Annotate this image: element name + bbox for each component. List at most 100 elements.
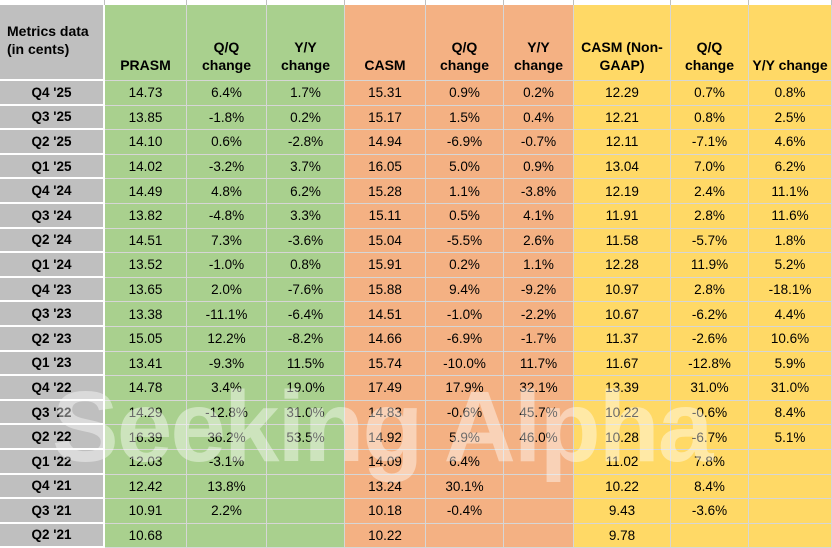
data-cell: 10.67 <box>574 302 671 327</box>
data-cell <box>749 523 832 548</box>
data-cell: 11.37 <box>574 326 671 352</box>
data-cell: 15.04 <box>345 228 426 254</box>
row-label: Q3 '22 <box>0 400 105 426</box>
data-cell <box>504 474 574 500</box>
data-cell: -3.1% <box>187 449 267 475</box>
data-cell: 1.8% <box>749 228 832 254</box>
table-row: Q1 '23 13.41 -9.3% 11.5% 15.74 -10.0% 11.7% 11.… <box>0 351 832 377</box>
data-cell: 11.7% <box>504 351 574 377</box>
table-row: Q4 '23 13.65 2.0% -7.6% 15.88 9.4% -9.2% 10.97 2… <box>0 277 832 303</box>
data-cell: 14.51 <box>105 228 187 254</box>
grid-column-edge <box>267 0 345 5</box>
row-label: Q1 '24 <box>0 253 105 278</box>
data-cell: 14.66 <box>345 326 426 352</box>
data-cell: 6.2% <box>267 179 345 204</box>
table-row: Q1 '24 13.52 -1.0% 0.8% 15.91 0.2% 1.1% 12.28 11… <box>0 253 832 278</box>
data-cell: 10.28 <box>574 425 671 450</box>
data-cell: 10.22 <box>574 474 671 500</box>
data-cell: 5.0% <box>426 154 504 180</box>
data-cell: 5.9% <box>749 351 832 377</box>
data-cell: 12.11 <box>574 130 671 155</box>
data-cell: -5.5% <box>426 228 504 254</box>
data-cell: 11.5% <box>267 351 345 377</box>
data-cell: 31.0% <box>749 376 832 401</box>
table-row: Q3 '25 13.85 -1.8% 0.2% 15.17 1.5% 0.4% 12.21 0.… <box>0 105 832 131</box>
table-row: Q4 '25 14.73 6.4% 1.7% 15.31 0.9% 0.2% 12.29 0.7… <box>0 81 832 106</box>
data-cell <box>267 523 345 548</box>
table-row: Q2 '22 16.39 36.2% 53.5% 14.92 5.9% 46.0% 10.28… <box>0 425 832 450</box>
data-cell <box>267 474 345 500</box>
data-cell: 45.7% <box>504 400 574 426</box>
row-label: Q2 '24 <box>0 228 105 254</box>
data-cell: 14.78 <box>105 376 187 401</box>
row-label: Q4 '24 <box>0 179 105 204</box>
data-cell: 15.11 <box>345 203 426 229</box>
data-cell: 31.0% <box>671 376 749 401</box>
data-cell: 0.2% <box>267 105 345 131</box>
data-cell: 13.8% <box>187 474 267 500</box>
data-cell: 12.03 <box>105 449 187 475</box>
table-corner-header: Metrics data (in cents) <box>0 5 105 81</box>
table-row: Q2 '23 15.05 12.2% -8.2% 14.66 -6.9% -1.7% 11.3… <box>0 326 832 352</box>
row-label: Q4 '21 <box>0 474 105 500</box>
row-label: Q4 '25 <box>0 81 105 106</box>
data-cell: 11.1% <box>749 179 832 204</box>
data-cell <box>504 523 574 548</box>
data-cell: 14.73 <box>105 81 187 106</box>
data-cell: 2.2% <box>187 499 267 524</box>
data-cell: 13.38 <box>105 302 187 327</box>
data-cell: 11.02 <box>574 449 671 475</box>
data-cell: 14.09 <box>345 449 426 475</box>
data-cell: -3.6% <box>267 228 345 254</box>
data-cell <box>749 474 832 500</box>
data-cell <box>749 499 832 524</box>
data-cell: 13.85 <box>105 105 187 131</box>
data-cell: 46.0% <box>504 425 574 450</box>
spreadsheet-top-grid-edge <box>0 0 832 5</box>
data-cell: -10.0% <box>426 351 504 377</box>
data-cell <box>426 523 504 548</box>
data-cell: 13.65 <box>105 277 187 303</box>
data-cell: -4.8% <box>187 203 267 229</box>
data-cell: 16.39 <box>105 425 187 450</box>
data-cell: 0.9% <box>426 81 504 106</box>
data-cell: 9.78 <box>574 523 671 548</box>
data-cell: 0.4% <box>504 105 574 131</box>
row-label: Q4 '22 <box>0 376 105 401</box>
data-cell: 13.39 <box>574 376 671 401</box>
data-cell: 15.91 <box>345 253 426 278</box>
row-label: Q2 '21 <box>0 523 105 548</box>
data-cell: 17.49 <box>345 376 426 401</box>
data-cell: -2.8% <box>267 130 345 155</box>
data-cell: 1.1% <box>504 253 574 278</box>
column-header-q-q-change-7: Q/Q change <box>671 5 749 81</box>
data-cell: 14.94 <box>345 130 426 155</box>
data-cell: 16.05 <box>345 154 426 180</box>
data-cell: 53.5% <box>267 425 345 450</box>
data-cell: 0.8% <box>749 81 832 106</box>
row-label: Q1 '23 <box>0 351 105 377</box>
data-cell: -12.8% <box>187 400 267 426</box>
grid-column-edge <box>187 0 267 5</box>
data-cell: 2.8% <box>671 203 749 229</box>
data-cell: -3.6% <box>671 499 749 524</box>
table-row: Q2 '25 14.10 0.6% -2.8% 14.94 -6.9% -0.7% 12.11… <box>0 130 832 155</box>
data-cell: -0.4% <box>426 499 504 524</box>
data-cell: -1.7% <box>504 326 574 352</box>
data-cell: 0.9% <box>504 154 574 180</box>
data-cell: 14.51 <box>345 302 426 327</box>
data-cell: 6.2% <box>749 154 832 180</box>
data-cell: 4.6% <box>749 130 832 155</box>
data-cell <box>749 449 832 475</box>
table-row: Q3 '24 13.82 -4.8% 3.3% 15.11 0.5% 4.1% 11.91 2.… <box>0 203 832 229</box>
data-cell <box>671 523 749 548</box>
data-cell: 15.74 <box>345 351 426 377</box>
data-cell <box>187 523 267 548</box>
data-cell: -6.2% <box>671 302 749 327</box>
table-row: Q2 '21 10.68 10.22 9.78 <box>0 523 832 548</box>
row-label: Q4 '23 <box>0 277 105 303</box>
data-cell: 0.8% <box>267 253 345 278</box>
data-cell: -7.6% <box>267 277 345 303</box>
row-label: Q1 '25 <box>0 154 105 180</box>
data-cell: -0.6% <box>671 400 749 426</box>
